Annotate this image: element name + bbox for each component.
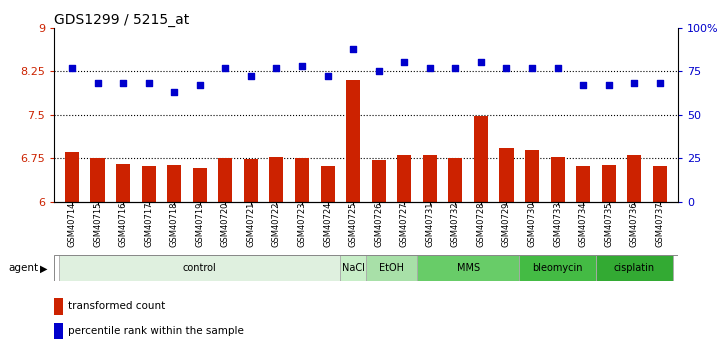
Point bbox=[578, 82, 589, 88]
Bar bbox=[500, 148, 513, 202]
Bar bbox=[321, 166, 335, 202]
Bar bbox=[397, 155, 411, 202]
Point bbox=[270, 65, 282, 70]
Text: GSM40720: GSM40720 bbox=[221, 202, 230, 247]
Text: GSM40737: GSM40737 bbox=[655, 202, 664, 247]
Bar bbox=[193, 168, 207, 202]
Text: GSM40735: GSM40735 bbox=[604, 202, 614, 247]
Point bbox=[143, 81, 154, 86]
Text: GSM40724: GSM40724 bbox=[323, 202, 332, 247]
Point bbox=[552, 65, 563, 70]
Text: control: control bbox=[183, 263, 216, 273]
Point bbox=[629, 81, 640, 86]
Bar bbox=[602, 165, 616, 202]
Text: transformed count: transformed count bbox=[68, 302, 165, 311]
Text: GSM40730: GSM40730 bbox=[528, 202, 536, 247]
Text: GSM40714: GSM40714 bbox=[68, 202, 76, 247]
Text: GSM40727: GSM40727 bbox=[399, 202, 409, 247]
Point bbox=[500, 65, 512, 70]
Point bbox=[399, 60, 410, 65]
Bar bbox=[65, 152, 79, 202]
Point bbox=[603, 82, 614, 88]
Bar bbox=[576, 166, 590, 202]
Bar bbox=[244, 159, 258, 202]
Bar bbox=[346, 80, 360, 202]
Point bbox=[450, 65, 461, 70]
Text: GSM40721: GSM40721 bbox=[247, 202, 255, 247]
Point bbox=[296, 63, 308, 69]
Point bbox=[92, 81, 103, 86]
Text: bleomycin: bleomycin bbox=[532, 263, 583, 273]
Bar bbox=[596, 255, 673, 281]
Text: ▶: ▶ bbox=[40, 264, 47, 273]
Bar bbox=[371, 160, 386, 202]
Bar bbox=[519, 255, 596, 281]
Text: GSM40733: GSM40733 bbox=[553, 202, 562, 247]
Bar bbox=[54, 323, 63, 339]
Point bbox=[475, 60, 487, 65]
Text: GSM40726: GSM40726 bbox=[374, 202, 383, 247]
Bar bbox=[525, 150, 539, 202]
Bar bbox=[340, 255, 366, 281]
Text: GSM40719: GSM40719 bbox=[195, 202, 204, 247]
Bar bbox=[474, 116, 488, 202]
Text: GSM40732: GSM40732 bbox=[451, 202, 460, 247]
Text: EtOH: EtOH bbox=[379, 263, 404, 273]
Point bbox=[373, 68, 384, 74]
Point bbox=[169, 89, 180, 95]
Point bbox=[220, 65, 231, 70]
Point bbox=[348, 46, 359, 51]
Bar bbox=[141, 166, 156, 202]
Bar bbox=[270, 157, 283, 202]
Text: MMS: MMS bbox=[456, 263, 479, 273]
Bar bbox=[551, 157, 565, 202]
Text: GSM40734: GSM40734 bbox=[579, 202, 588, 247]
Point bbox=[322, 73, 333, 79]
Text: GSM40728: GSM40728 bbox=[477, 202, 485, 247]
Bar bbox=[653, 166, 667, 202]
Text: GSM40731: GSM40731 bbox=[425, 202, 434, 247]
Text: GSM40736: GSM40736 bbox=[629, 202, 639, 247]
Point bbox=[118, 81, 129, 86]
Bar bbox=[423, 155, 437, 202]
Bar bbox=[54, 298, 63, 315]
Bar bbox=[417, 255, 519, 281]
Text: GSM40716: GSM40716 bbox=[118, 202, 128, 247]
Text: GSM40723: GSM40723 bbox=[298, 202, 306, 247]
Point bbox=[424, 65, 435, 70]
Point bbox=[245, 73, 257, 79]
Point bbox=[194, 82, 205, 88]
Bar bbox=[366, 255, 417, 281]
Bar bbox=[218, 158, 232, 202]
Text: percentile rank within the sample: percentile rank within the sample bbox=[68, 326, 244, 336]
Text: GSM40717: GSM40717 bbox=[144, 202, 153, 247]
Text: cisplatin: cisplatin bbox=[614, 263, 655, 273]
Text: GSM40722: GSM40722 bbox=[272, 202, 281, 247]
Bar bbox=[448, 158, 462, 202]
Text: GSM40715: GSM40715 bbox=[93, 202, 102, 247]
Bar bbox=[116, 164, 130, 202]
Point bbox=[66, 65, 78, 70]
Text: agent: agent bbox=[9, 264, 39, 273]
Point bbox=[526, 65, 538, 70]
Text: GDS1299 / 5215_at: GDS1299 / 5215_at bbox=[54, 12, 190, 27]
Point bbox=[654, 81, 665, 86]
Bar bbox=[59, 255, 340, 281]
Text: NaCl: NaCl bbox=[342, 263, 365, 273]
Bar bbox=[91, 158, 105, 202]
Text: GSM40718: GSM40718 bbox=[169, 202, 179, 247]
Text: GSM40729: GSM40729 bbox=[502, 202, 511, 247]
Bar bbox=[295, 158, 309, 202]
Bar bbox=[167, 165, 181, 202]
Bar bbox=[627, 155, 641, 202]
Text: GSM40725: GSM40725 bbox=[349, 202, 358, 247]
